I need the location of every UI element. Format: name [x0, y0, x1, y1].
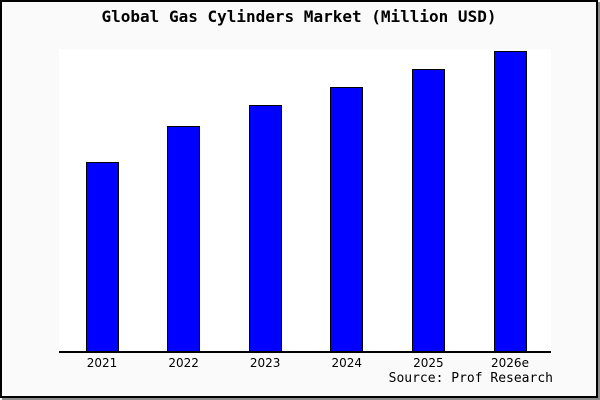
x-tick-label-2025: 2025 — [413, 356, 444, 370]
bar-2024 — [330, 87, 364, 351]
x-tick-label-2023: 2023 — [249, 356, 281, 370]
bar-2023 — [248, 105, 282, 351]
x-tick-label-2024: 2024 — [331, 356, 363, 370]
bar-2025 — [411, 69, 445, 351]
plot-area — [59, 49, 551, 353]
bar-2026e — [493, 51, 527, 351]
bar-2021 — [85, 162, 119, 351]
source-caption: Source: Prof Research — [388, 371, 553, 386]
chart-title: Global Gas Cylinders Market (Million USD… — [101, 7, 497, 26]
x-tick-label-2021: 2021 — [86, 356, 118, 370]
bar-2022 — [167, 126, 201, 351]
x-tick-label-2022: 2022 — [168, 356, 199, 370]
x-tick-label-2026e: 2026e — [491, 356, 529, 370]
